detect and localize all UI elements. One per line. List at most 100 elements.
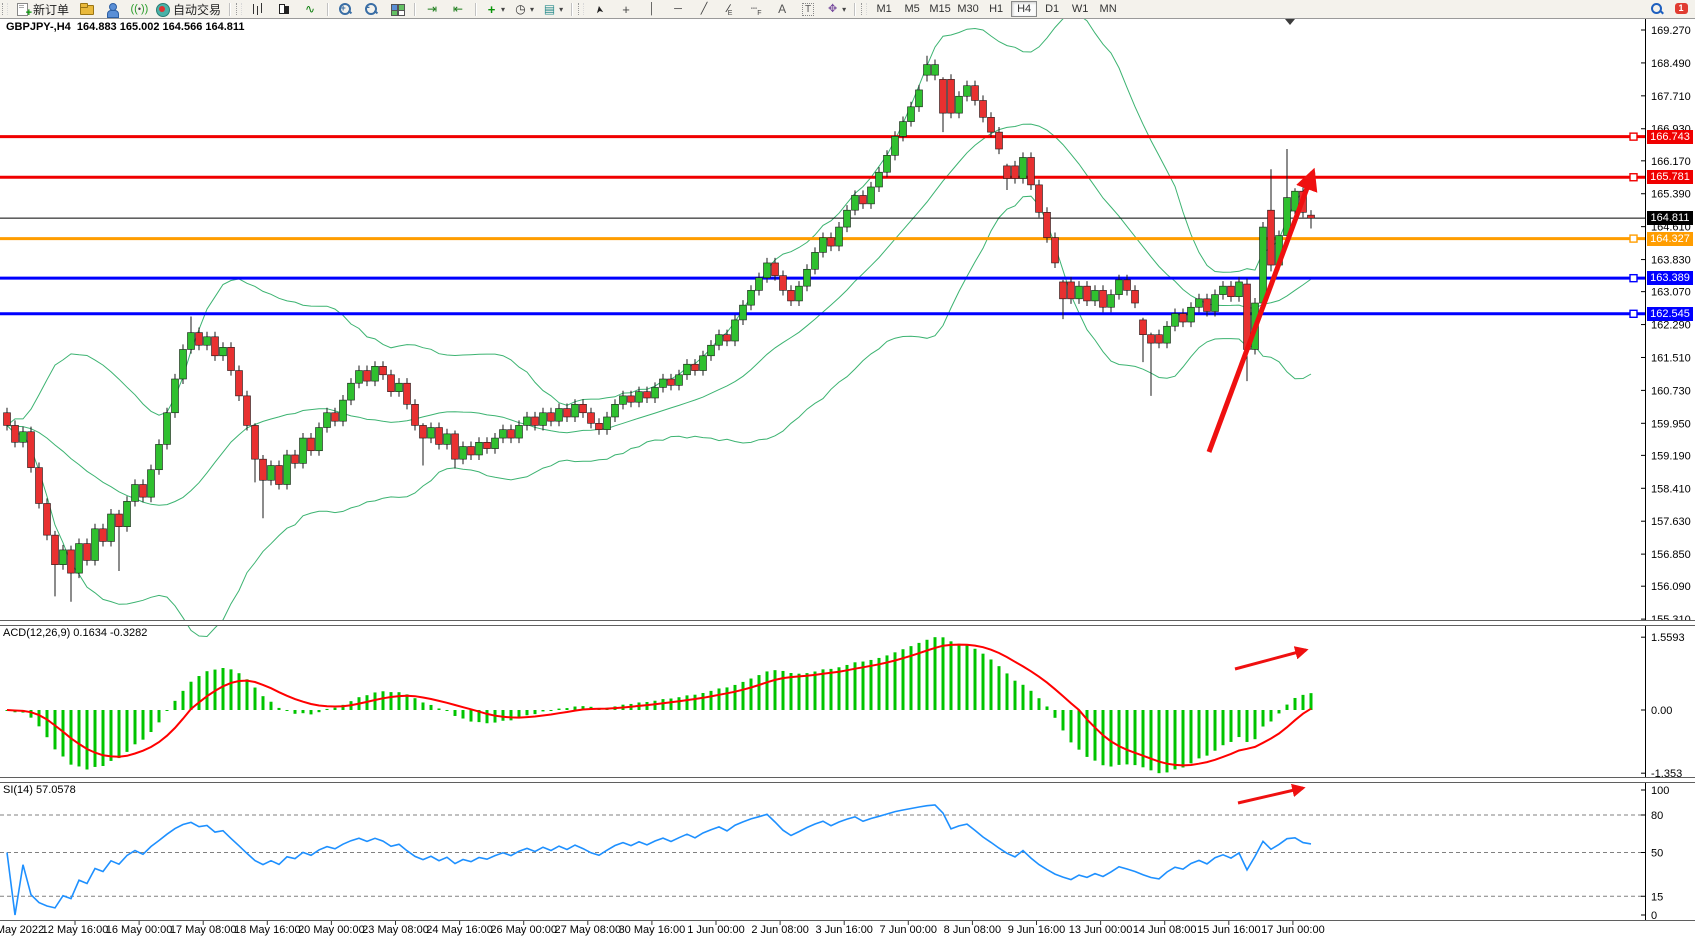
- timeframe-button-mn[interactable]: MN: [1099, 3, 1117, 15]
- level-anchor-marker[interactable]: [1629, 273, 1638, 283]
- trend-line-button[interactable]: ╱: [692, 0, 716, 18]
- macd-histogram-bar: [853, 662, 857, 710]
- macd-histogram-bar: [989, 659, 993, 710]
- macd-histogram-bar: [1229, 710, 1233, 742]
- cursor-button[interactable]: ➤: [588, 0, 612, 18]
- macd-histogram-bar: [509, 710, 513, 721]
- toolbar-grip[interactable]: [578, 3, 585, 15]
- signals-button[interactable]: ((•)): [126, 0, 150, 18]
- vertical-line-button[interactable]: │: [640, 0, 664, 18]
- text-label-button[interactable]: T: [796, 0, 820, 18]
- panel-separator-macd[interactable]: [0, 620, 1695, 626]
- bar-chart-button[interactable]: [246, 0, 270, 18]
- indicators-icon: +: [487, 1, 496, 17]
- candlestick: [203, 336, 211, 346]
- search-button[interactable]: [1644, 0, 1668, 18]
- price-tick-label: 169.270: [1651, 25, 1691, 37]
- auto-scroll-button[interactable]: ⇥: [420, 0, 444, 18]
- macd-histogram-bar: [965, 645, 969, 710]
- panel-separator-rsi[interactable]: [0, 777, 1695, 783]
- macd-histogram-bar: [997, 666, 1001, 710]
- periods-button[interactable]: ◷ ▾: [510, 0, 537, 18]
- timeframe-button-h4[interactable]: H4: [1011, 1, 1038, 17]
- main-trend-arrow[interactable]: [1206, 167, 1318, 453]
- macd-histogram-bar: [1245, 710, 1249, 742]
- candlestick: [563, 408, 571, 418]
- macd-histogram-bar: [941, 637, 945, 710]
- profiles-button[interactable]: [74, 0, 98, 18]
- price-tick-label: 163.830: [1651, 255, 1691, 267]
- chart-shift-button[interactable]: ⇤: [446, 0, 470, 18]
- candlestick: [59, 549, 67, 565]
- new-order-button[interactable]: + 新订单: [12, 0, 72, 18]
- macd-histogram-bar: [1005, 673, 1009, 710]
- timeframe-button-m30[interactable]: M30: [957, 3, 979, 15]
- candlestick: [1003, 165, 1011, 179]
- text-button[interactable]: A: [770, 0, 794, 18]
- candlestick: [1123, 279, 1131, 291]
- macd-histogram-bar: [453, 710, 457, 716]
- templates-button[interactable]: ▤ ▾: [539, 0, 566, 18]
- candlestick: [1155, 334, 1163, 344]
- zoom-out-button[interactable]: -: [359, 0, 383, 18]
- candlestick: [1195, 298, 1203, 308]
- auto-trading-button[interactable]: 自动交易: [152, 0, 224, 18]
- level-anchor-marker[interactable]: [1629, 132, 1638, 141]
- horizontal-line-button[interactable]: ─: [666, 0, 690, 18]
- macd-histogram-bar: [45, 710, 49, 738]
- candlestick: [323, 412, 331, 428]
- macd-histogram-bar: [197, 676, 201, 710]
- rsi-trend-arrow[interactable]: [1237, 783, 1306, 805]
- candlestick: [1163, 325, 1171, 344]
- crosshair-button[interactable]: +: [614, 0, 638, 18]
- level-anchor-marker[interactable]: [1629, 309, 1638, 318]
- timeframe-button-m15[interactable]: M15: [929, 3, 951, 15]
- candlestick: [155, 444, 163, 471]
- timeframe-button-d1[interactable]: D1: [1045, 3, 1060, 15]
- candlestick: [27, 431, 35, 468]
- candlestick: [691, 363, 699, 371]
- timeframe-button-m5[interactable]: M5: [904, 3, 920, 15]
- level-anchor-marker[interactable]: [1629, 173, 1638, 182]
- bars-icon: [251, 2, 266, 17]
- macd-histogram-bar: [101, 710, 105, 766]
- candlestick: [1171, 313, 1179, 327]
- arrows-button[interactable]: ✥ ▾: [822, 0, 849, 18]
- person-icon: [105, 2, 120, 18]
- candlestick-chart-button[interactable]: [272, 0, 296, 18]
- macd-trend-arrow[interactable]: [1234, 646, 1309, 671]
- toolbar-grip[interactable]: [236, 3, 243, 15]
- candlestick: [963, 85, 971, 97]
- equidistant-channel-button[interactable]: ∕∕E: [718, 0, 742, 18]
- macd-histogram-bar: [685, 695, 689, 710]
- chart-shift-marker[interactable]: [1285, 19, 1295, 25]
- level-price-badge: 162.545: [1647, 306, 1693, 321]
- timeframe-button-m1[interactable]: M1: [876, 3, 892, 15]
- tile-windows-button[interactable]: [385, 0, 409, 18]
- fibonacci-button[interactable]: ┄F: [744, 0, 768, 18]
- time-label: 3 Jun 16:00: [815, 924, 873, 936]
- candlestick: [523, 416, 531, 426]
- macd-histogram-bar: [949, 641, 953, 710]
- indicators-button[interactable]: + ▾: [481, 0, 508, 18]
- macd-histogram-bar: [845, 664, 849, 710]
- toolbar-grip[interactable]: [861, 3, 868, 15]
- candlestick: [1035, 184, 1043, 213]
- market-watch-button[interactable]: [100, 0, 124, 18]
- zoom-in-button[interactable]: +: [333, 0, 357, 18]
- price-tick-label: 163.070: [1651, 287, 1691, 299]
- timeframe-button-w1[interactable]: W1: [1071, 3, 1089, 15]
- toolbar-grip[interactable]: [2, 3, 8, 15]
- candlestick: [579, 404, 587, 414]
- candlestick: [1059, 281, 1067, 300]
- community-button[interactable]: 1: [1670, 0, 1694, 18]
- line-chart-button[interactable]: ∿: [298, 0, 322, 18]
- candlestick: [707, 344, 715, 357]
- candlestick: [307, 437, 315, 452]
- candlestick: [363, 370, 371, 382]
- level-anchor-marker[interactable]: [1629, 234, 1638, 243]
- candlestick: [723, 334, 731, 342]
- macd-signal-line: [6, 643, 1312, 767]
- timeframe-button-h1[interactable]: H1: [989, 3, 1004, 15]
